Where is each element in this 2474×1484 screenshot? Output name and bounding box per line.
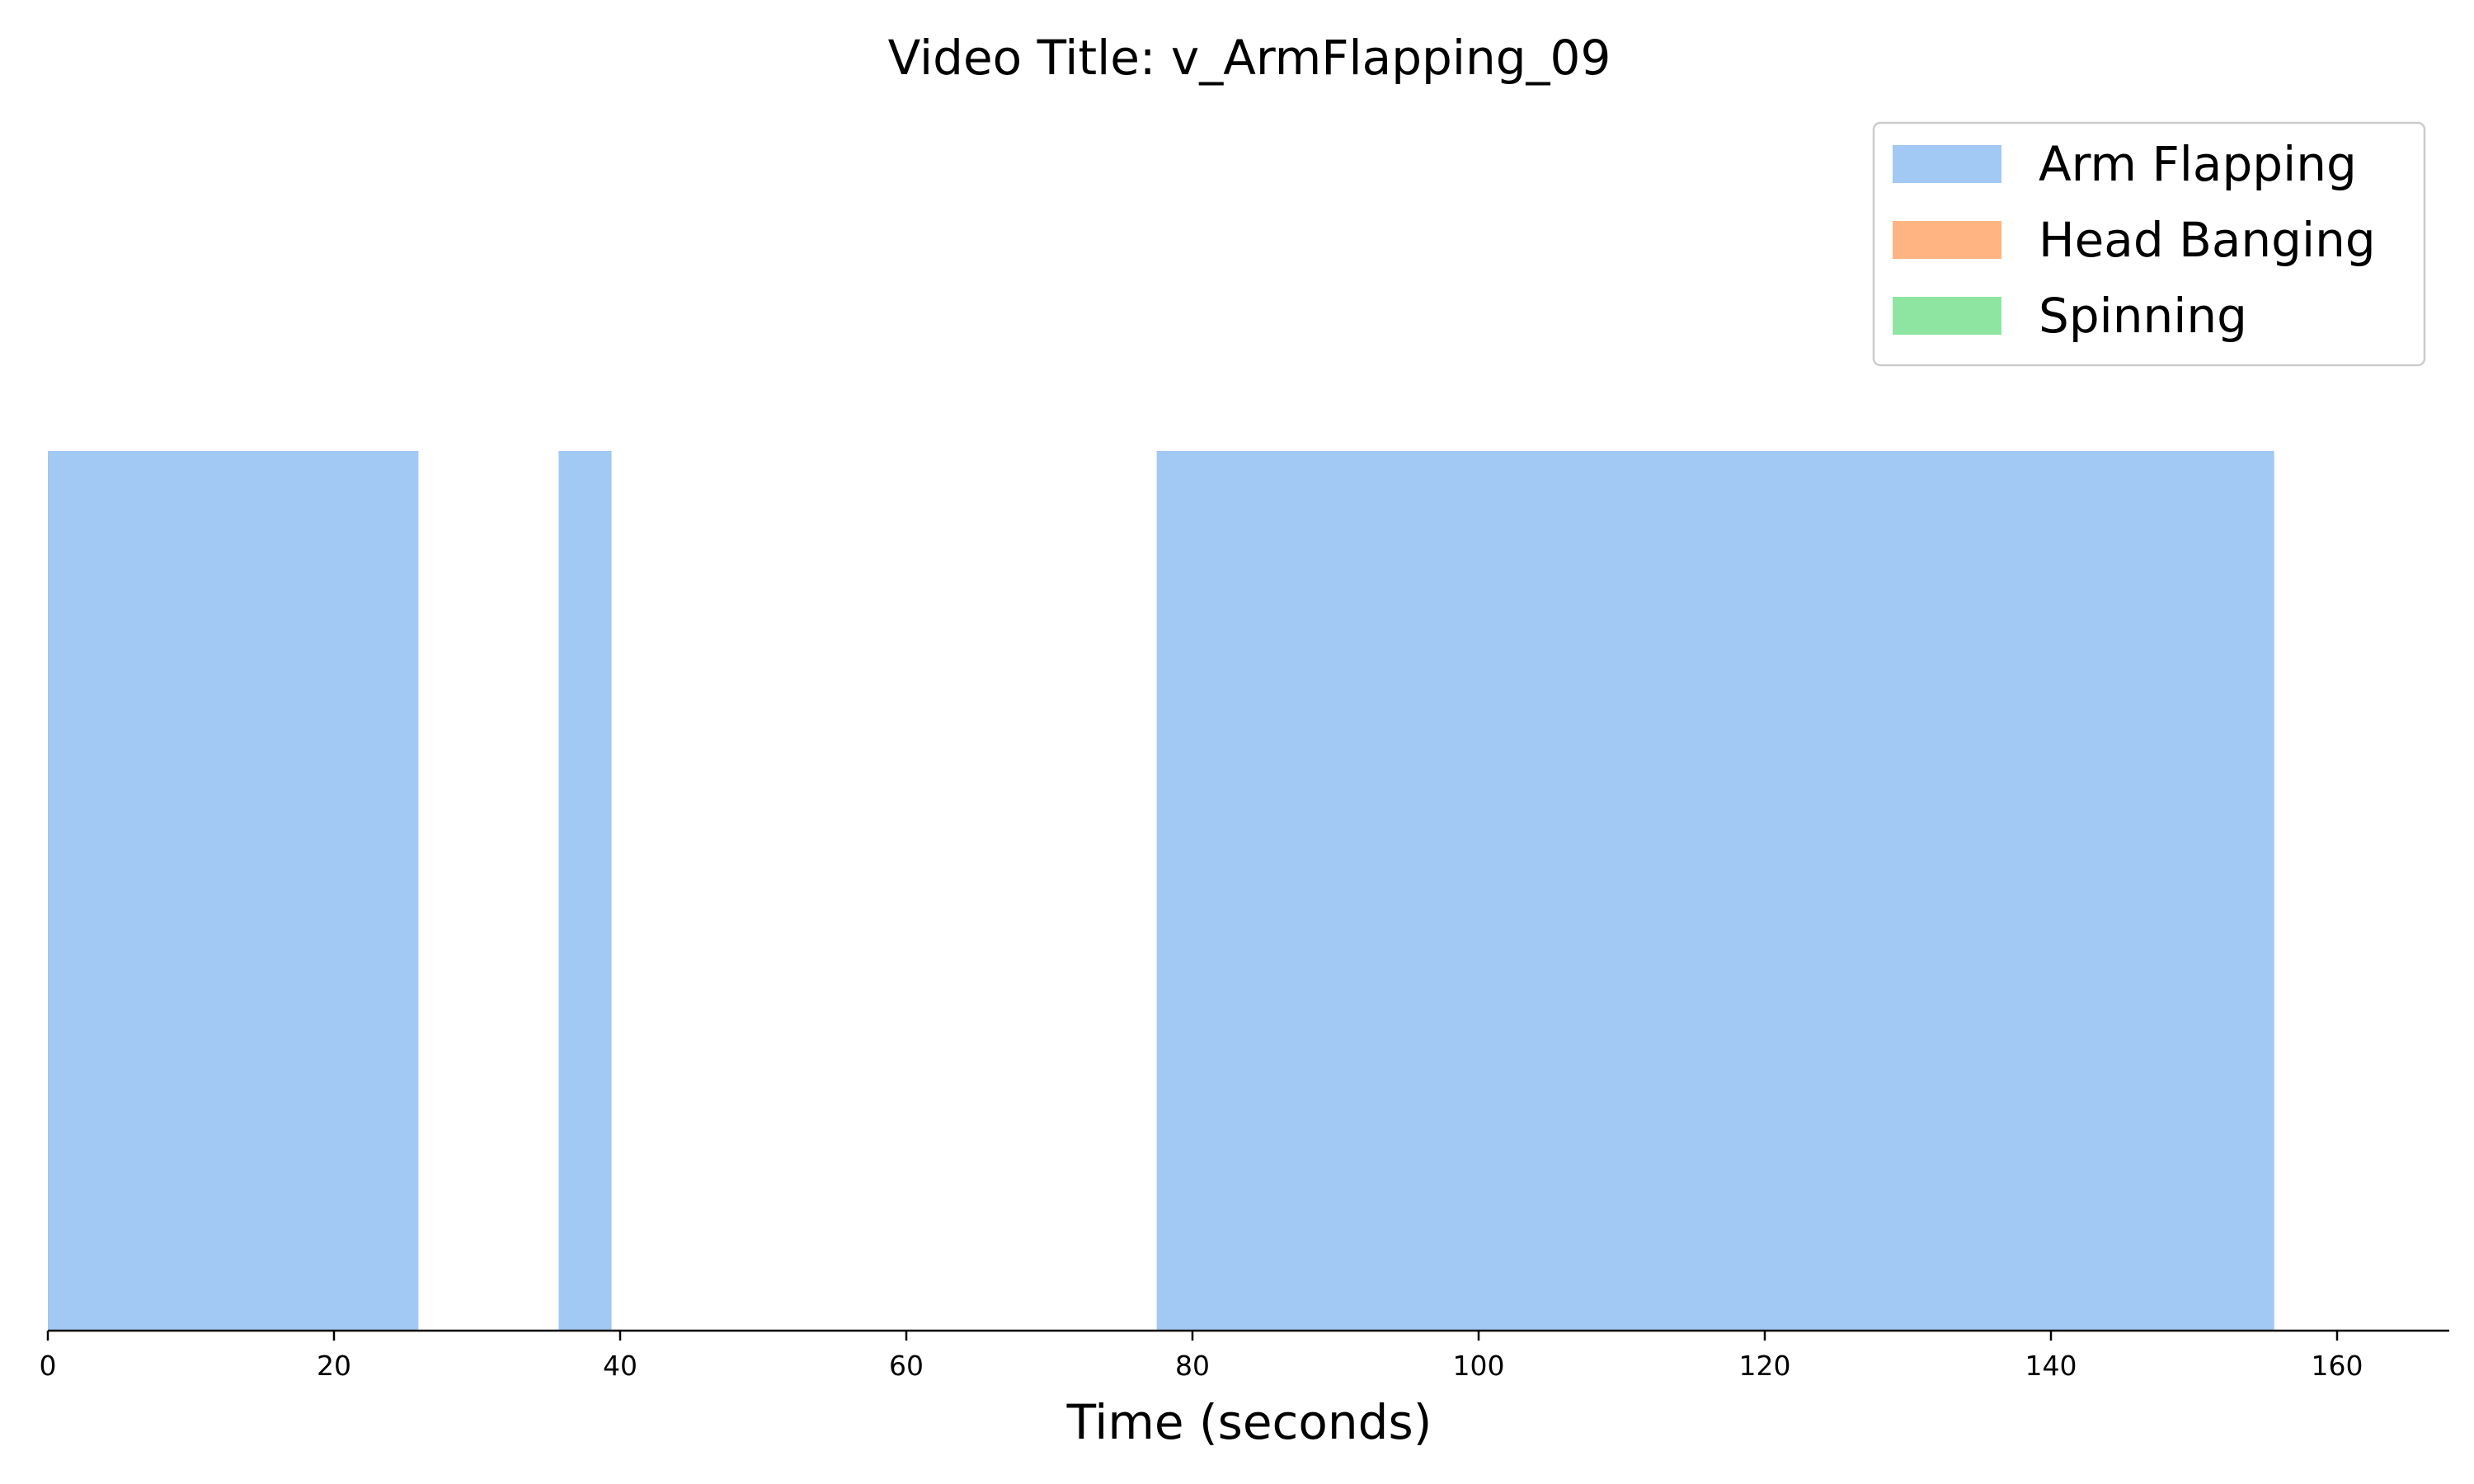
legend-swatch-arm-flapping xyxy=(1893,145,2001,183)
x-axis-ticks: 0 20 40 60 80 100 120 140 160 xyxy=(40,1331,2363,1382)
x-tick-label: 0 xyxy=(40,1350,57,1382)
legend-label-spinning: Spinning xyxy=(2039,288,2247,344)
x-axis-label: Time (seconds) xyxy=(1066,1394,1432,1450)
legend-swatch-spinning xyxy=(1893,297,2001,335)
legend-items: Arm Flapping Head Banging Spinning xyxy=(1893,136,2376,344)
x-tick-label: 100 xyxy=(1453,1350,1505,1382)
chart-title: Video Title: v_ArmFlapping_09 xyxy=(888,30,1611,86)
legend-label-arm-flapping: Arm Flapping xyxy=(2039,136,2357,192)
segment-arm-flapping-1 xyxy=(48,451,419,1331)
legend-label-head-banging: Head Banging xyxy=(2039,212,2376,268)
segment-arm-flapping-2 xyxy=(558,451,612,1331)
x-tick-label: 160 xyxy=(2312,1350,2363,1382)
x-tick-label: 60 xyxy=(889,1350,924,1382)
legend-frame xyxy=(1872,121,2426,367)
segments-layer xyxy=(48,451,2274,1331)
x-tick-label: 20 xyxy=(317,1350,351,1382)
x-tick-label: 140 xyxy=(2025,1350,2077,1382)
x-tick-label: 40 xyxy=(603,1350,637,1382)
x-tick-label: 120 xyxy=(1739,1350,1791,1382)
segment-arm-flapping-3 xyxy=(1156,451,2274,1331)
x-tick-label: 80 xyxy=(1175,1350,1210,1382)
legend-swatch-head-banging xyxy=(1893,221,2001,259)
legend: Arm Flapping Head Banging Spinning xyxy=(1872,121,2426,367)
